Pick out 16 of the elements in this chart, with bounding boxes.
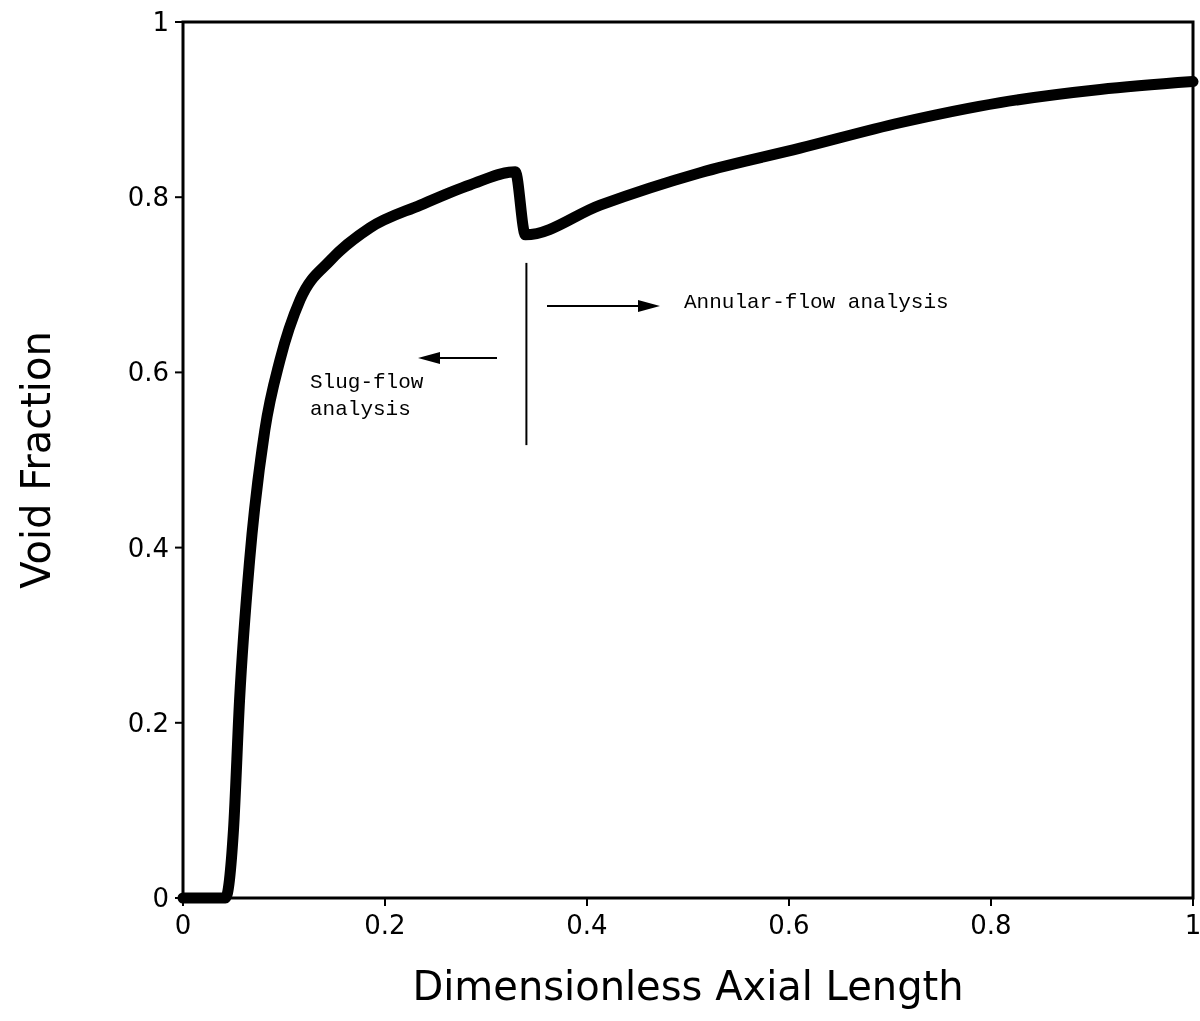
x-axis-title: Dimensionless Axial Length bbox=[412, 963, 964, 1009]
y-tick-label: 0.6 bbox=[127, 357, 169, 388]
annotation: Slug-flow analysis bbox=[310, 371, 424, 421]
y-axis-title: Void Fraction bbox=[13, 331, 59, 589]
y-tick-label: 0.2 bbox=[127, 707, 169, 738]
x-tick-label: 0.6 bbox=[768, 910, 810, 940]
y-tick-label: 0.4 bbox=[127, 532, 169, 563]
x-tick-label: 0.2 bbox=[364, 910, 406, 940]
annotation: Annular-flow analysis bbox=[684, 291, 949, 314]
y-tick-label: 1 bbox=[152, 7, 169, 37]
x-tick-label: 0 bbox=[174, 910, 192, 940]
y-tick-label: 0.8 bbox=[127, 182, 169, 213]
y-tick-label: 0 bbox=[152, 883, 169, 913]
x-tick-label: 1 bbox=[1184, 910, 1200, 940]
x-tick-label: 0.4 bbox=[566, 910, 608, 940]
x-tick-label: 0.8 bbox=[970, 910, 1012, 940]
